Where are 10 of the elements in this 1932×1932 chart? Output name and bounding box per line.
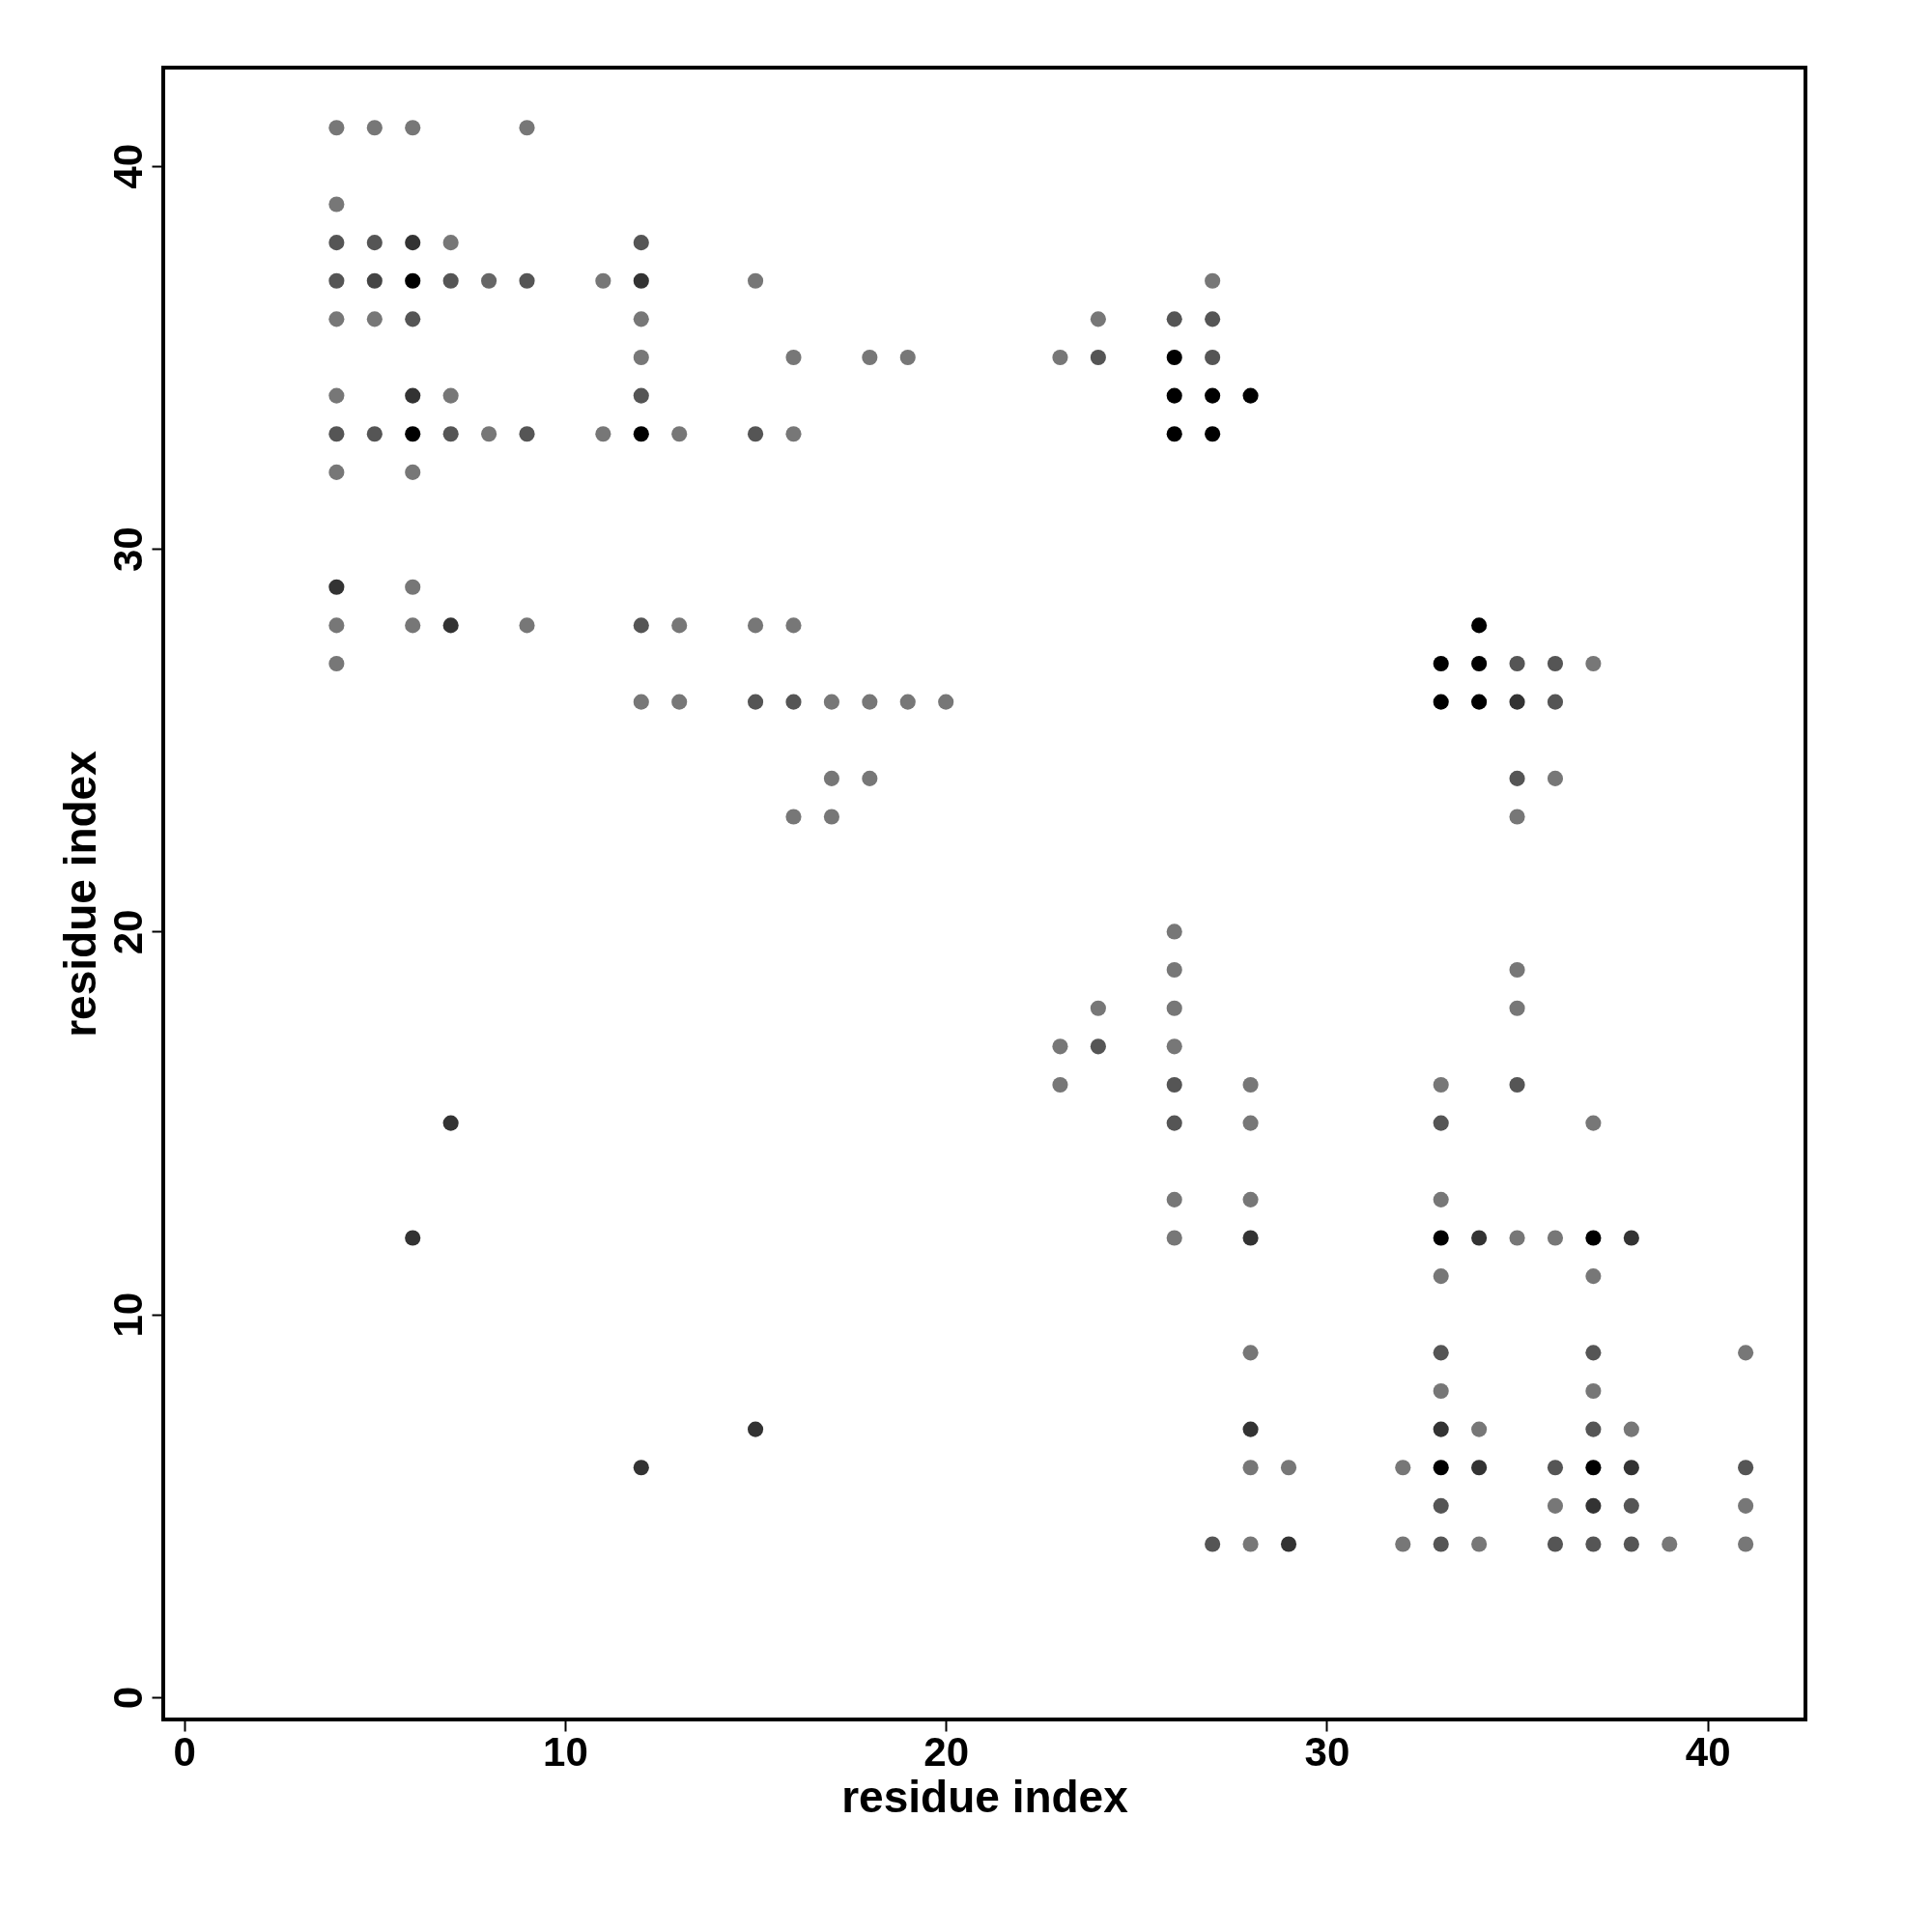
y-tick-label: 10 bbox=[104, 1292, 151, 1338]
y-axis-title: residue index bbox=[54, 750, 105, 1037]
y-tick-label: 20 bbox=[104, 909, 151, 955]
y-tick-label: 30 bbox=[104, 526, 151, 572]
y-tick-label: 40 bbox=[104, 143, 151, 189]
x-tick-label: 0 bbox=[173, 1728, 196, 1775]
x-tick-label: 30 bbox=[1304, 1728, 1350, 1775]
y-tick-label: 0 bbox=[104, 1686, 151, 1710]
x-tick-label: 10 bbox=[543, 1728, 588, 1775]
x-tick-label: 40 bbox=[1685, 1728, 1731, 1775]
